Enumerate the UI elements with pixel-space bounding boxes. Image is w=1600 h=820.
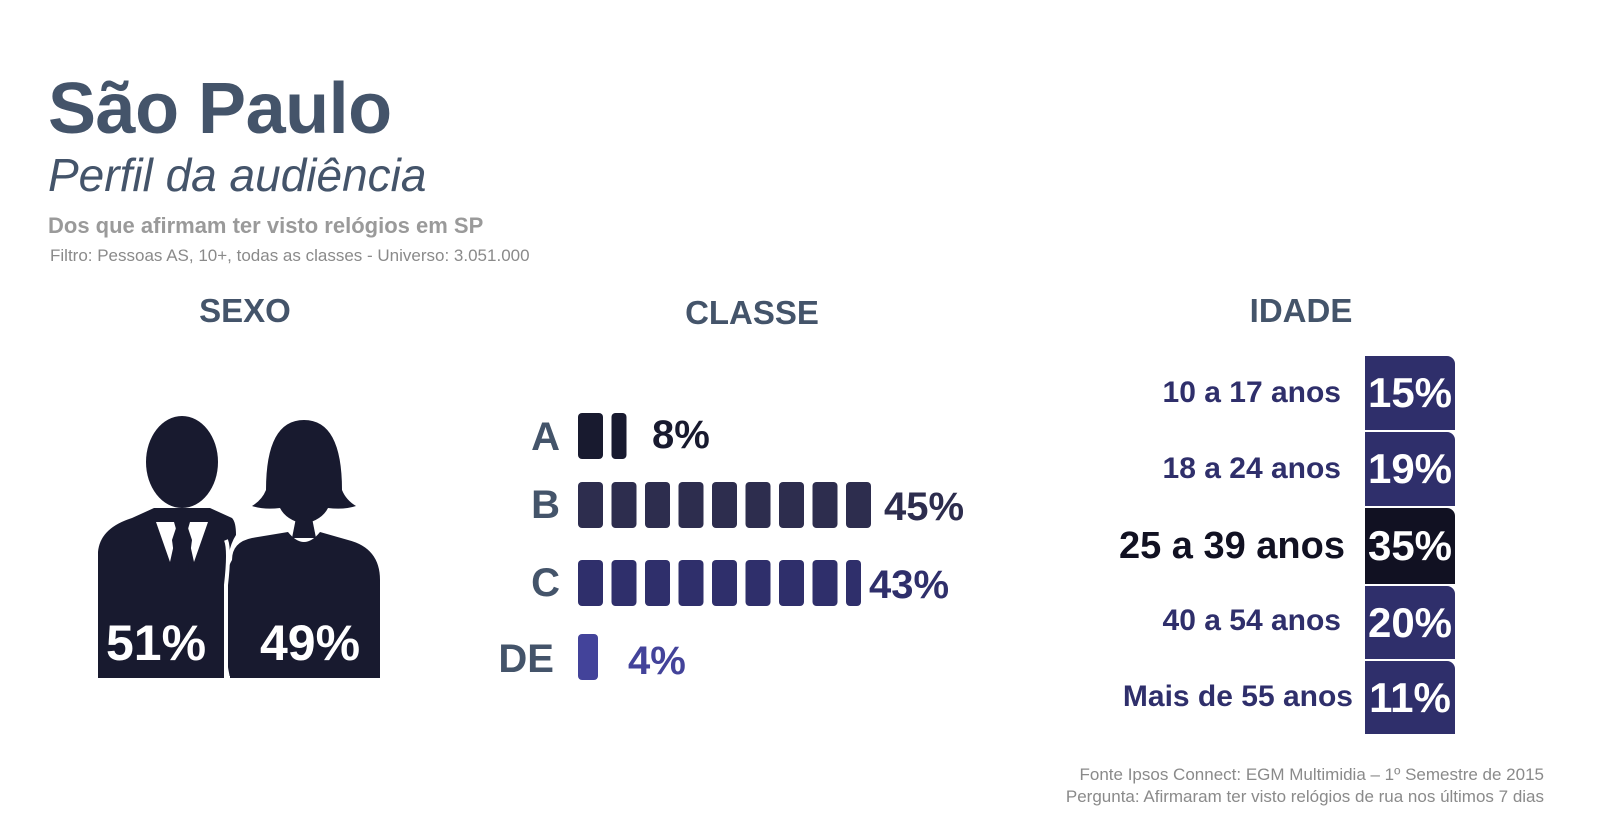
class-value-a: 8% — [652, 413, 710, 457]
page-description: Dos que afirmam ter visto relógios em SP — [48, 213, 484, 238]
class-label-b: B — [531, 483, 560, 527]
female-percent-label: 49% — [260, 615, 361, 671]
page-subtitle: Perfil da audiência — [48, 149, 427, 201]
class-bar-block-b — [645, 482, 670, 528]
class-bar-block-b — [611, 482, 637, 528]
age-label-25-39: 25 a 39 anos — [1118, 525, 1345, 567]
age-label-40-54: 40 a 54 anos — [1162, 604, 1341, 637]
class-bar-block-b — [578, 482, 603, 528]
class-bar-block-c — [578, 560, 603, 606]
section-title-classe: CLASSE — [685, 294, 819, 331]
class-bar-block-c — [678, 560, 704, 606]
source-note: Fonte Ipsos Connect: EGM Multimidia – 1º… — [1079, 765, 1545, 784]
class-bar-block-b — [846, 482, 871, 528]
age-value-25-39: 35% — [1365, 508, 1455, 584]
class-bar-block-c — [611, 560, 637, 606]
class-bar-block-b — [779, 482, 804, 528]
section-title-idade: IDADE — [1249, 292, 1353, 329]
class-bar-block-c — [846, 560, 861, 606]
class-bar-block-c — [645, 560, 670, 606]
section-title-sexo: SEXO — [199, 292, 291, 329]
gender-pictogram-svg — [98, 416, 380, 680]
man-in-suit-icon — [98, 416, 236, 678]
class-bar-block-b — [745, 482, 771, 528]
male-percent-label: 51% — [106, 615, 207, 671]
class-bar-block-b — [812, 482, 838, 528]
age-label-10-17: 10 a 17 anos — [1162, 376, 1341, 409]
class-value-b: 45% — [884, 485, 965, 529]
page-title: São Paulo — [48, 69, 392, 149]
woman-icon — [224, 420, 380, 680]
class-label-a: A — [531, 415, 560, 459]
class-bar-block-c — [745, 560, 771, 606]
filter-note: Filtro: Pessoas AS, 10+, todas as classe… — [50, 246, 530, 265]
class-value-de: 4% — [628, 639, 686, 683]
class-bar-block-a — [611, 413, 627, 459]
gender-pictogram: 51% 49% — [90, 410, 390, 690]
age-value-18-24: 19% — [1365, 432, 1455, 506]
age-value-55-plus: 11% — [1365, 661, 1455, 734]
class-bar-block-c — [779, 560, 804, 606]
question-note: Pergunta: Afirmaram ter visto relógios d… — [1065, 787, 1544, 806]
class-label-de: DE — [498, 637, 554, 681]
class-value-c: 43% — [869, 563, 950, 607]
class-bar-block-de — [578, 634, 598, 680]
class-bar-block-b — [712, 482, 737, 528]
age-value-10-17: 15% — [1365, 356, 1455, 430]
class-bar-block-b — [678, 482, 704, 528]
age-label-18-24: 18 a 24 anos — [1162, 452, 1341, 485]
class-bar-block-c — [712, 560, 737, 606]
age-label-55-plus: Mais de 55 anos — [1122, 680, 1353, 713]
class-label-c: C — [531, 561, 560, 605]
class-bar-block-c — [812, 560, 838, 606]
age-value-40-54: 20% — [1365, 586, 1455, 659]
class-bar-block-a — [578, 413, 603, 459]
